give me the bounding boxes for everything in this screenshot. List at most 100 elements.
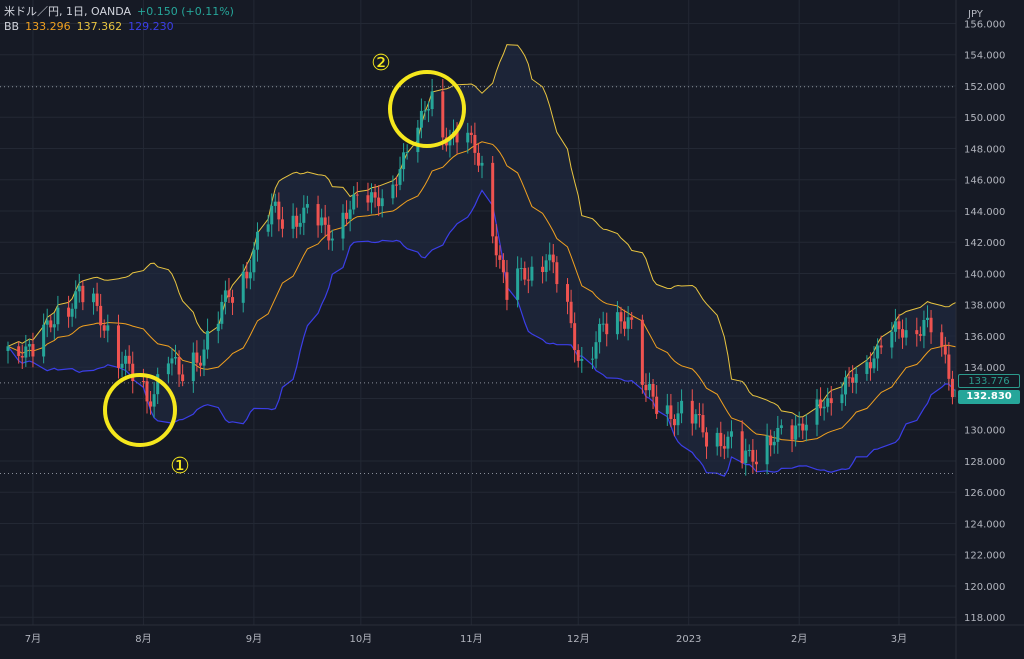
candle-body <box>615 312 619 335</box>
candle-body <box>619 312 623 322</box>
bb-basis-line <box>7 141 957 443</box>
candle-body <box>320 217 324 226</box>
candle-body <box>722 446 726 449</box>
candle-body <box>829 398 833 404</box>
candle-body <box>216 323 220 331</box>
y-tick-label: 152.000 <box>964 82 1005 93</box>
annotation-circle-1 <box>103 373 177 447</box>
y-tick-label: 156.000 <box>964 19 1005 30</box>
candle-body <box>918 334 922 336</box>
candle-body <box>99 305 103 326</box>
candle-body <box>273 201 277 206</box>
candle-body <box>701 415 705 433</box>
x-tick-label: 9月 <box>246 633 262 645</box>
y-tick-label: 140.000 <box>964 269 1005 280</box>
x-tick-label: 10月 <box>349 633 372 645</box>
annotation-label-2: ② <box>371 51 391 76</box>
candle-body <box>794 425 798 440</box>
candle-body <box>195 352 199 363</box>
candle-body <box>127 355 131 364</box>
candle-body <box>551 254 555 263</box>
candle-body <box>316 204 320 226</box>
candle-body <box>391 184 395 199</box>
price-tag-upper: 133.776 <box>958 374 1020 388</box>
candle-body <box>872 358 876 369</box>
candle-body <box>494 236 498 256</box>
candle-body <box>70 308 74 317</box>
y-tick-label: 128.000 <box>964 457 1005 468</box>
annotation-label-1: ① <box>170 454 190 479</box>
candle-body <box>27 344 31 347</box>
candle-body <box>423 110 427 112</box>
candle-body <box>851 377 855 383</box>
candle-body <box>804 424 808 431</box>
x-tick-label: 11月 <box>460 633 483 645</box>
candle-body <box>17 346 21 356</box>
candle-body <box>868 362 872 369</box>
candle-body <box>52 324 56 328</box>
candle-body <box>815 399 819 425</box>
candles <box>6 78 958 476</box>
candle-body <box>865 362 869 374</box>
candle-body <box>940 332 944 347</box>
symbol-label[interactable]: 米ドル／円, 1日, OANDA <box>4 5 132 18</box>
candle-body <box>149 401 153 407</box>
candle-body <box>177 357 181 375</box>
candle-body <box>651 383 655 397</box>
candle-body <box>330 238 334 241</box>
candle-body <box>566 284 570 302</box>
candle-body <box>455 131 459 143</box>
candle-body <box>170 358 174 364</box>
bb-upper-line <box>7 44 957 418</box>
candle-body <box>801 423 805 431</box>
bb-label[interactable]: BB <box>4 20 20 33</box>
candle-body <box>854 373 858 383</box>
y-tick-label: 142.000 <box>964 238 1005 249</box>
candle-body <box>947 354 951 379</box>
candle-body <box>943 346 947 355</box>
time-axis-bg <box>0 625 1024 659</box>
candle-body <box>191 352 195 382</box>
candle-body <box>480 162 484 166</box>
candle-body <box>305 204 309 208</box>
y-tick-label: 122.000 <box>964 551 1005 562</box>
candle-body <box>580 358 584 361</box>
candle-body <box>441 91 445 138</box>
x-tick-label: 3月 <box>891 633 907 645</box>
candle-body <box>252 249 256 273</box>
candle-body <box>772 441 776 446</box>
candle-body <box>419 110 423 128</box>
candle-body <box>779 425 783 428</box>
candle-body <box>747 449 751 451</box>
candle-body <box>248 272 252 279</box>
candle-body <box>690 400 694 424</box>
candle-body <box>925 317 929 321</box>
y-tick-label: 134.000 <box>964 363 1005 374</box>
legend: 米ドル／円, 1日, OANDA +0.150 (+0.11%) BB 133.… <box>4 4 234 34</box>
candle-body <box>790 425 794 440</box>
candle-body <box>198 362 202 366</box>
y-tick-label: 138.000 <box>964 301 1005 312</box>
candle-body <box>405 152 409 154</box>
candle-body <box>24 346 28 358</box>
candle-body <box>220 301 224 324</box>
candle-body <box>102 325 106 331</box>
candle-body <box>505 272 509 300</box>
candle-body <box>665 405 669 414</box>
candle-body <box>373 192 377 198</box>
candle-body <box>605 323 609 335</box>
candle-body <box>697 414 701 416</box>
candle-body <box>302 207 306 223</box>
candle-body <box>929 317 933 333</box>
candle-body <box>469 132 473 135</box>
candle-body <box>20 355 24 358</box>
candle-body <box>922 320 926 336</box>
candle-body <box>548 254 552 261</box>
candle-body <box>644 384 648 391</box>
candle-body <box>206 330 210 350</box>
candle-body <box>501 259 505 273</box>
y-tick-label: 130.000 <box>964 426 1005 437</box>
candle-body <box>323 217 327 225</box>
